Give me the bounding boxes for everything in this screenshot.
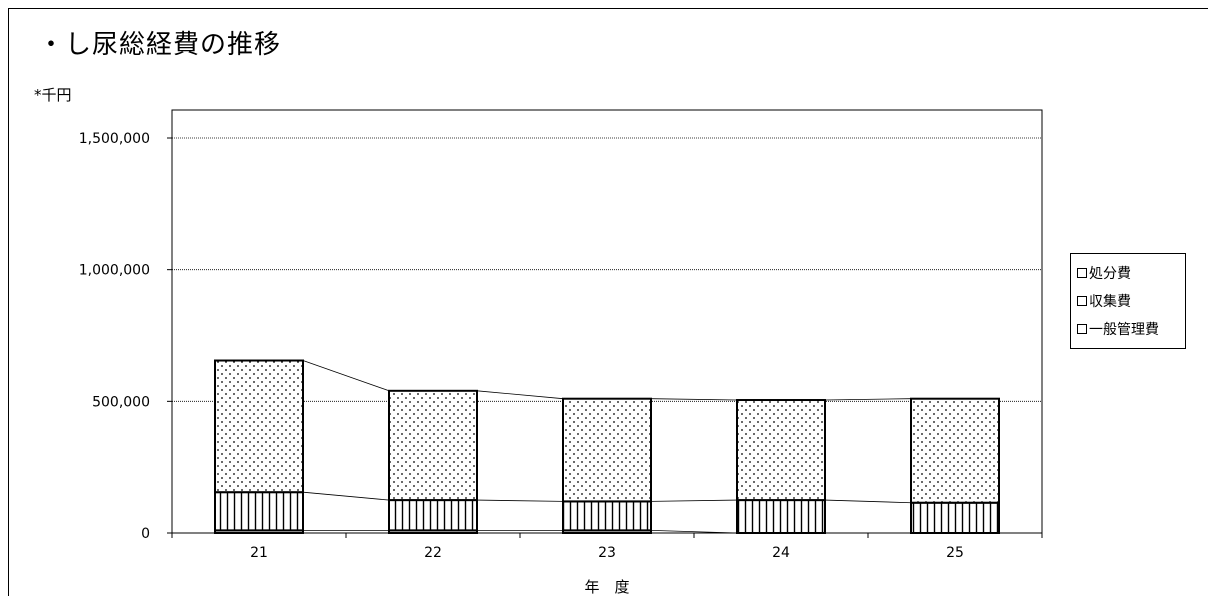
bar-segment	[562, 500, 652, 532]
series-line	[824, 499, 912, 504]
x-tick-label: 23	[598, 545, 616, 561]
x-tick-label: 22	[424, 545, 442, 561]
y-tick-label: 0	[141, 526, 150, 542]
y-tick-label: 1,500,000	[79, 131, 150, 147]
legend-swatch-icon	[1077, 296, 1087, 306]
legend-item-disposal: 処分費	[1077, 259, 1185, 287]
legend-swatch-icon	[1077, 268, 1087, 278]
chart-frame	[8, 8, 1208, 596]
series-line	[650, 499, 738, 502]
series-line	[476, 499, 564, 502]
bar-segment	[562, 397, 652, 503]
x-tick-label: 21	[250, 545, 268, 561]
bar-segment	[910, 501, 1000, 535]
bar-segment	[214, 359, 304, 494]
y-tick-label: 1,000,000	[79, 263, 150, 279]
x-axis-ticks: 21 22 23 24 25	[171, 533, 1043, 561]
series-connector-lines	[302, 360, 912, 534]
bar-segment	[910, 397, 1000, 504]
legend-item-collection: 収集費	[1077, 287, 1185, 315]
x-tick-label: 24	[772, 545, 790, 561]
legend-swatch-icon	[1077, 324, 1087, 334]
series-line	[476, 390, 564, 400]
legend-label: 一般管理費	[1089, 322, 1159, 338]
series-line	[650, 529, 738, 534]
y-axis-ticks: 0 500,000 1,000,000 1,500,000	[79, 131, 172, 542]
bars	[214, 359, 1000, 535]
bar-segment	[736, 399, 826, 502]
y-axis-unit-label: *千円	[34, 86, 72, 104]
chart-title: ・し尿総経費の推移	[38, 30, 282, 60]
y-tick-label: 500,000	[92, 394, 150, 410]
series-line	[302, 491, 390, 501]
series-line	[650, 398, 738, 401]
bar-segment	[736, 499, 826, 535]
legend-label: 収集費	[1089, 294, 1131, 310]
bar-segment	[388, 499, 478, 532]
bar-segment	[388, 389, 478, 502]
series-line	[824, 398, 912, 401]
legend-label: 処分費	[1089, 266, 1131, 282]
x-axis-label: 年 度	[584, 578, 629, 596]
series-line	[302, 360, 390, 392]
bar-segment	[214, 491, 304, 532]
legend: 処分費 収集費 一般管理費	[1070, 253, 1186, 349]
x-tick-label: 25	[946, 545, 964, 561]
legend-item-admin: 一般管理費	[1077, 315, 1185, 343]
